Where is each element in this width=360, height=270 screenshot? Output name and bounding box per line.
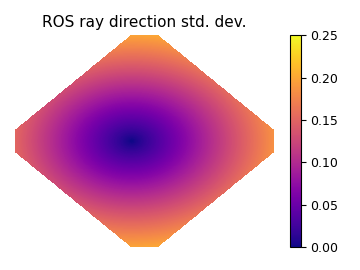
Title: ROS ray direction std. dev.: ROS ray direction std. dev.: [42, 15, 247, 30]
